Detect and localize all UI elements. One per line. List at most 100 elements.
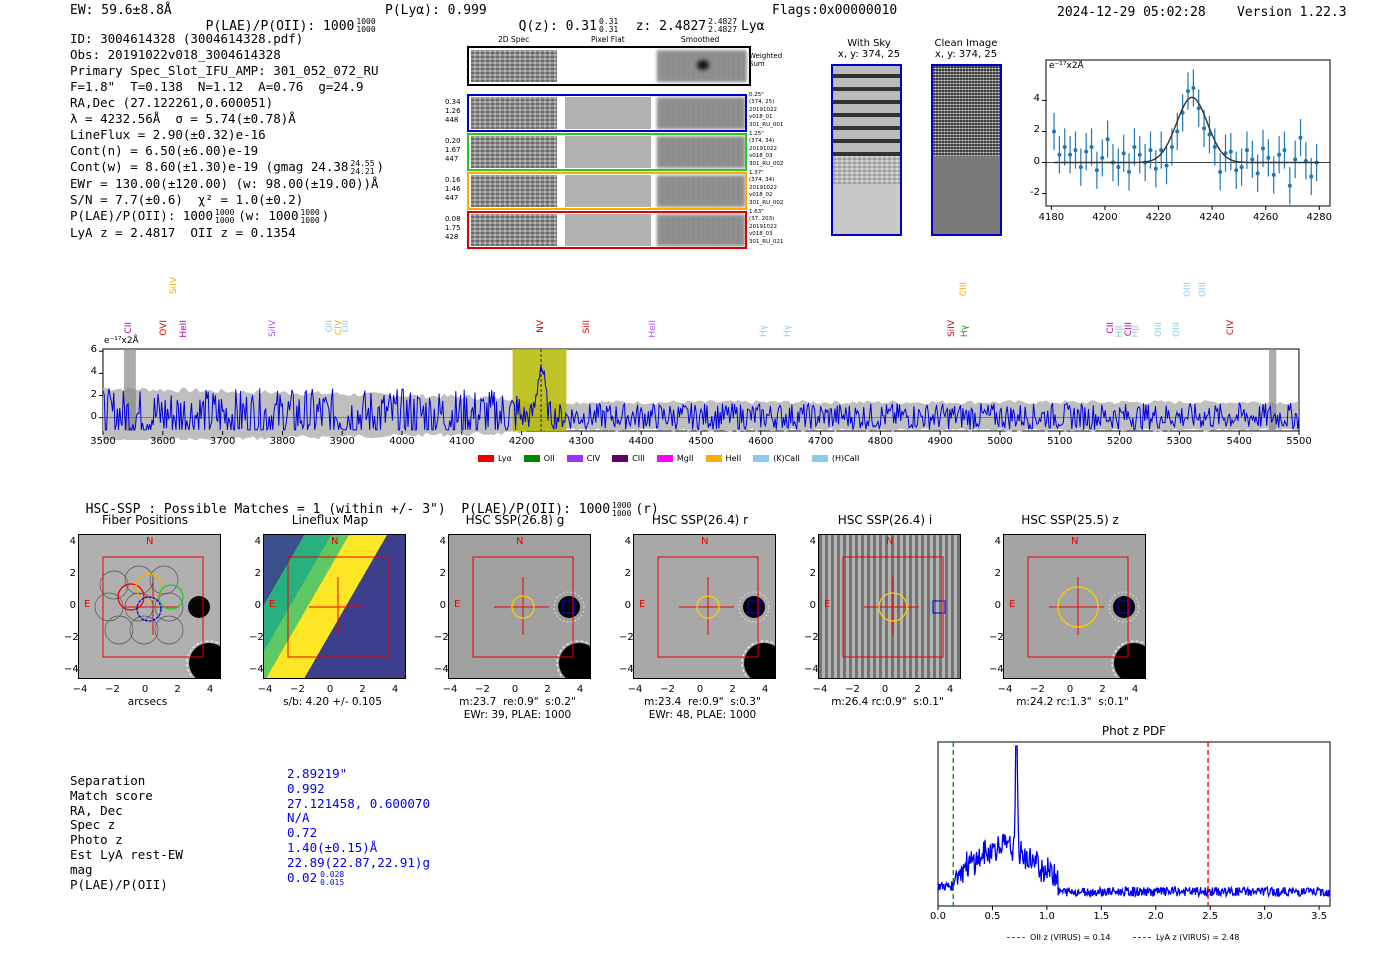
hsc-title-tail: (r) (635, 502, 659, 517)
hsc-caption-1: m:23.4 re:0.9" s:0.3" (644, 696, 761, 708)
fiber-circle (149, 565, 179, 595)
spectrum-x-tick: 3500 (90, 436, 116, 447)
hsc-y-tick: 0 (809, 600, 816, 611)
hsc-y-tick: −2 (804, 632, 819, 643)
hsc-north-label: N (886, 536, 894, 547)
hsc-y-tick: 0 (69, 600, 76, 611)
weighted-sum-2d (471, 50, 557, 82)
spec2d-row-meta: 1.63" (749, 209, 764, 215)
spectral-line-label: NV (535, 320, 546, 333)
header-version: Version 1.22.3 (1237, 5, 1347, 20)
with-sky-image (831, 64, 902, 236)
spectral-line-label: HeII (648, 320, 659, 338)
spec2d-row-value: 1.46 (445, 185, 461, 193)
photz-legend-oii: OII z (VIRUS) = 0.14 (1030, 933, 1111, 942)
fiber-circle (124, 592, 154, 622)
hsc-panel-image (1003, 534, 1146, 679)
photz-title: Phot z PDF (1101, 724, 1167, 738)
zoom-data-point (1250, 157, 1255, 162)
spec2d-row-meta: 20191022 (749, 223, 777, 230)
spectrum-x-tick: 5400 (1226, 436, 1252, 447)
zoom-data-point (1239, 165, 1244, 170)
hsc-y-tick: −4 (804, 664, 819, 675)
spectrum-legend-swatch (566, 455, 583, 462)
zoom-data-point (1094, 168, 1099, 173)
hsc-north-label: N (146, 536, 154, 547)
photz-x-tick: 1.0 (1038, 911, 1055, 922)
photz-x-tick: 1.5 (1093, 911, 1110, 922)
hsc-east-label: E (639, 599, 646, 610)
fiber-circle (99, 570, 129, 600)
match-key-score: Match score (70, 787, 153, 803)
match-key-separation: Separation (70, 773, 146, 788)
header-z-sup: 2.4827 (708, 17, 738, 26)
spec2d-row-meta: (37, 203) (749, 216, 775, 223)
hsc-panel-overlay (1027, 556, 1145, 678)
match-keys: Separation Match score RA, Dec Spec z Ph… (70, 773, 183, 892)
hsc-x-tick: −4 (442, 684, 458, 695)
spec2d-row-meta: 1.37" (749, 170, 764, 176)
hsc-caption-1: m:23.7 re:0.9" s:0.2" (459, 696, 576, 708)
spectrum-x-tick: 5100 (1047, 436, 1073, 447)
spectral-line-label: CIII (959, 282, 970, 297)
hsc-panel-overlay (657, 556, 775, 678)
hsc-y-tick: 2 (809, 568, 816, 579)
spec2d-row-meta: v018_02 (749, 192, 773, 199)
zoom-data-point (1132, 144, 1137, 149)
hsc-x-tick: −2 (845, 684, 860, 695)
hsc-search-box (102, 556, 204, 658)
hsc-panel-title: HSC SSP(26.4) i (837, 513, 933, 527)
hsc-caption-2: EWr: 39, PLAE: 1000 (463, 709, 572, 721)
clean-image (931, 64, 1002, 236)
info-plae-tail-sup: 1000 (300, 208, 320, 217)
spec2d-row-meta: 0.25" (749, 92, 764, 98)
fiber-circle-orange (135, 573, 163, 601)
spectrum-content (99, 349, 1300, 440)
spectral-line-label: OIII (1183, 282, 1194, 298)
spec2d-row-meta: 301_RU_002 (749, 199, 784, 206)
hsc-y-tick: −2 (64, 632, 79, 643)
hsc-aperture-yellow (511, 595, 535, 619)
zoom-x-tick: 4240 (1199, 212, 1225, 223)
match-key-plae: P(LAE)/P(OII) (70, 876, 168, 892)
zoom-y-tick: 0 (1033, 155, 1040, 167)
zoom-plot-content (1042, 69, 1330, 210)
spectrum-legend-item: OII (523, 454, 555, 463)
spec2d-row-value: 0.20 (445, 137, 461, 145)
spec2d-row (467, 94, 747, 132)
hsc-bright-source (1113, 596, 1135, 618)
zoom-data-point (1234, 168, 1239, 173)
hsc-x-tick: 0 (326, 684, 334, 695)
hsc-search-box (1027, 556, 1129, 658)
header-plae-sub: 1000 (356, 25, 376, 34)
spectrum-x-tick: 4400 (628, 436, 654, 447)
hsc-x-tick: 2 (1099, 684, 1106, 695)
hsc-x-tick: 2 (174, 684, 181, 695)
zoom-x-tick: 4200 (1092, 212, 1118, 223)
hsc-y-tick: −4 (64, 664, 79, 675)
hsc-x-tick: 0 (1066, 684, 1074, 695)
spectral-line-label: CIV (1226, 320, 1237, 336)
hsc-caption-1: arcsecs (127, 696, 168, 708)
hsc-panel-image (263, 534, 406, 679)
zoom-model-fit (1054, 96, 1320, 164)
spectrum-ylabel: e⁻¹⁷x2Å (104, 336, 139, 346)
match-key-photoz: Photo z (70, 832, 123, 848)
spectrum-legend-label: CIV (586, 454, 601, 463)
hsc-y-tick: 0 (439, 600, 446, 611)
spectrum-x-tick: 3700 (209, 436, 236, 447)
zoom-y-tick: -2 (1030, 186, 1040, 198)
hsc-y-tick: −2 (619, 632, 634, 643)
spec2d-row-value: 447 (445, 155, 459, 163)
match-val-mag: 22.89(22.87,22.91)g (287, 854, 430, 870)
header-z-line: Lyα (741, 19, 765, 34)
clean-xy: x, y: 374, 25 (934, 49, 998, 60)
zoom-data-point (1052, 129, 1057, 134)
clean-title-block: Clean Image x, y: 374, 25 (926, 38, 1006, 60)
hsc-caption-2: EWr: 48, PLAE: 1000 (648, 709, 757, 721)
spectrum-x-tick: 4900 (927, 436, 953, 447)
zoom-data-point (1223, 151, 1228, 156)
hsc-bright-source-corner (189, 643, 220, 678)
hsc-panel-title: HSC SSP(26.4) r (651, 513, 749, 527)
spectral-line-label: CII (123, 322, 134, 334)
